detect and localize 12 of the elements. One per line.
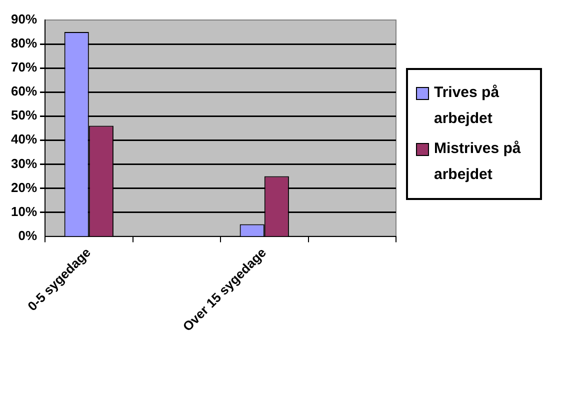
y-tick-label: 90% (10, 12, 38, 27)
y-tick-label: 40% (10, 132, 38, 147)
y-tick-label: 20% (10, 180, 38, 195)
y-tick-label: 10% (10, 204, 38, 219)
y-tick-label: 80% (10, 36, 38, 51)
legend-label: Trives på arbejdet (434, 83, 500, 129)
y-tick-label: 70% (10, 60, 38, 75)
y-tick-label: 60% (10, 84, 38, 99)
y-tick-label: 0% (18, 228, 38, 243)
y-tick-label: 50% (10, 108, 38, 123)
y-tick-label: 30% (10, 156, 38, 171)
legend-label: Mistrives på arbejdet (434, 139, 522, 185)
